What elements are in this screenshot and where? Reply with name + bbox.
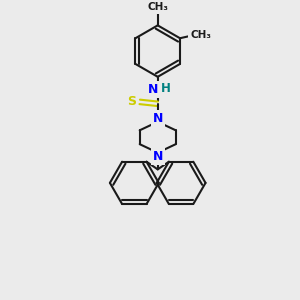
Text: N: N [152,150,163,163]
Text: CH₃: CH₃ [147,2,168,12]
Text: N: N [152,112,163,125]
Text: H: H [161,82,171,95]
Text: CH₃: CH₃ [190,30,211,40]
Text: S: S [128,95,136,108]
Text: N: N [148,83,158,96]
